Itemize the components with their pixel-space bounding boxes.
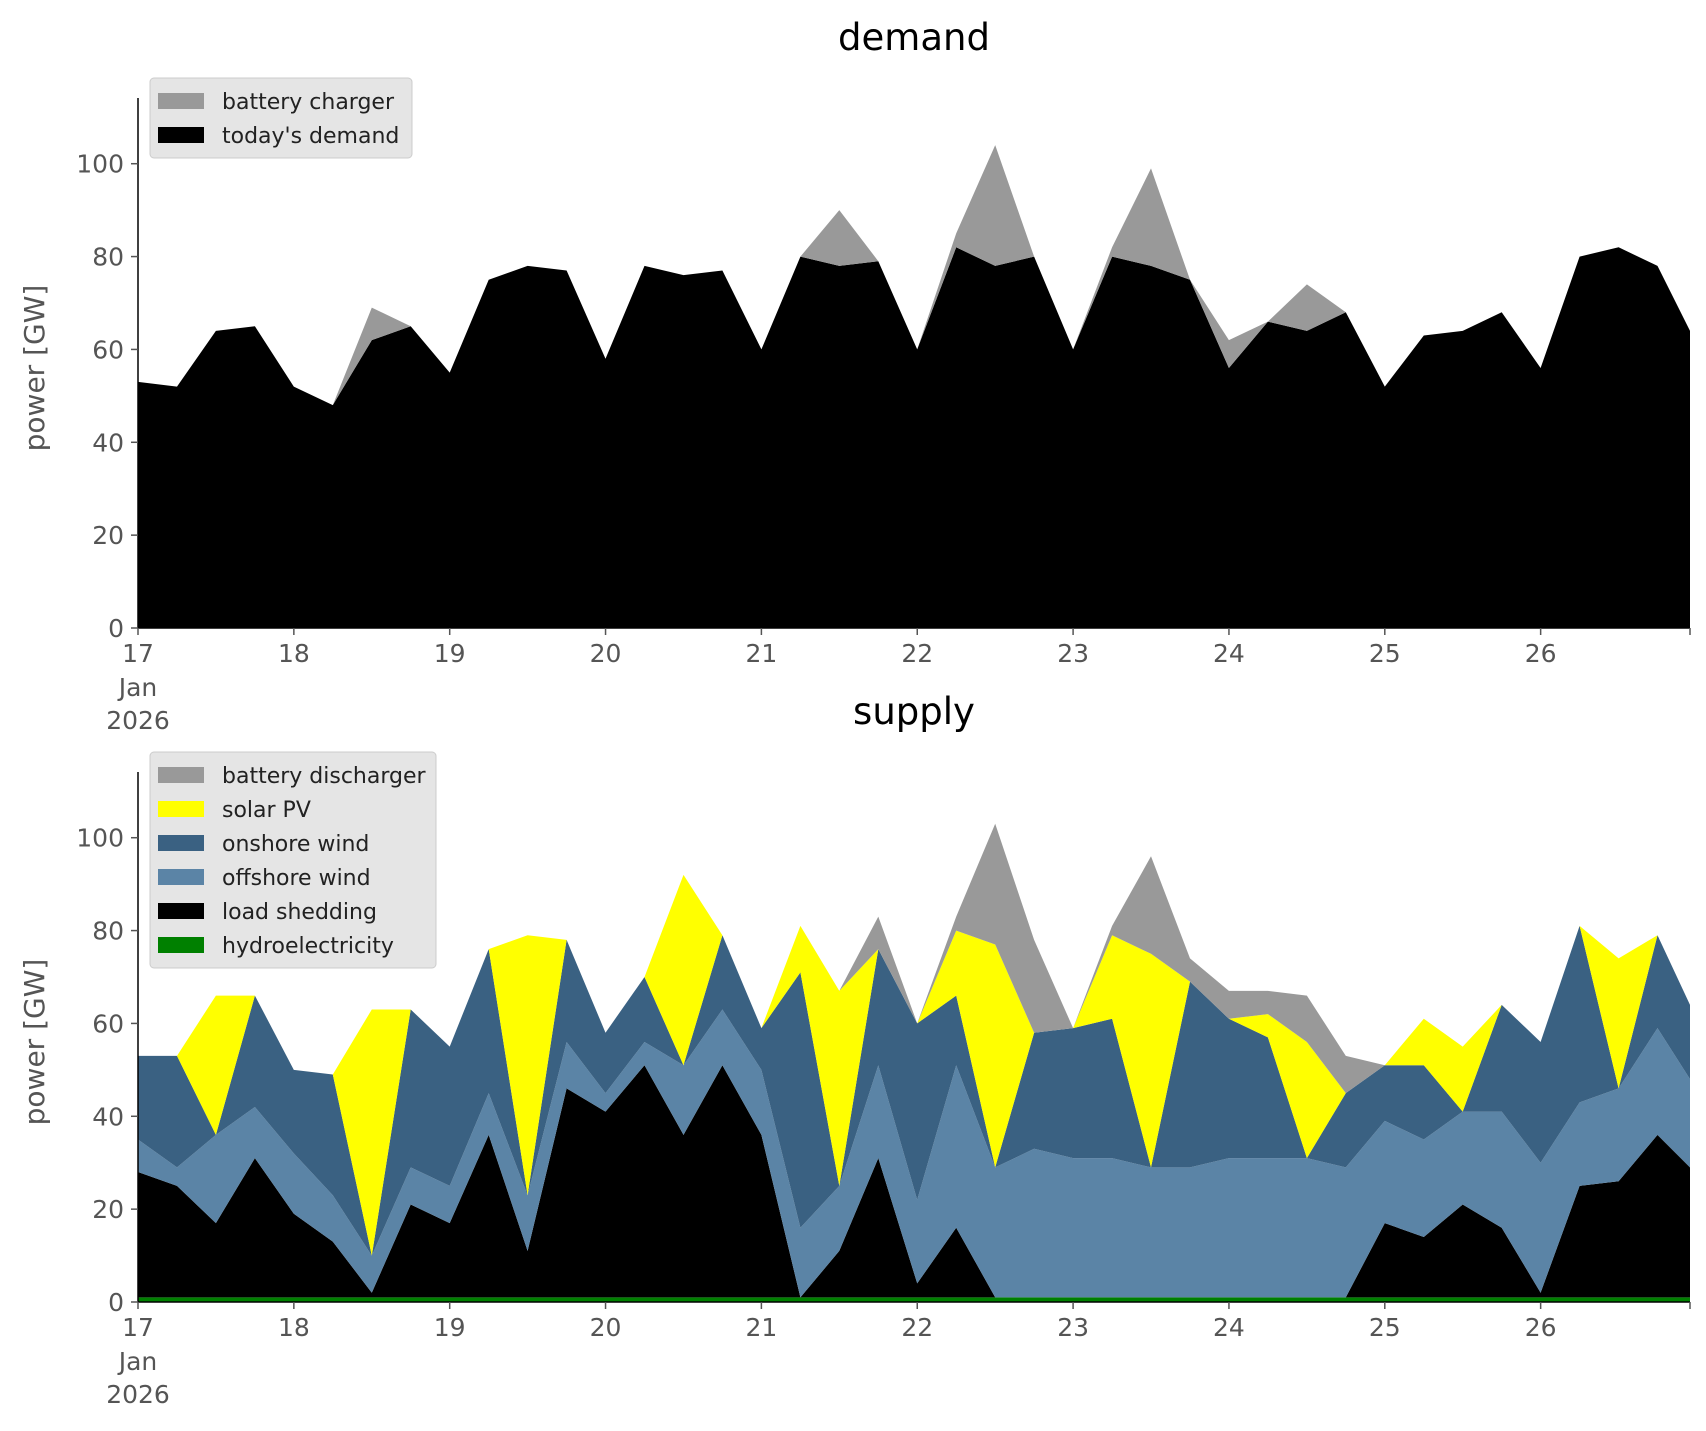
legend-swatch [158, 127, 204, 143]
x-tick-sublabel: Jan [117, 1347, 158, 1376]
y-tick-label: 40 [92, 428, 124, 457]
x-tick-label: 24 [1213, 639, 1245, 668]
series-area-solar-pv [138, 874, 1690, 1256]
series-area-load-shedding [138, 1065, 1690, 1298]
y-tick-label: 100 [76, 150, 124, 179]
x-tick-label: 17 [122, 1313, 154, 1342]
legend-swatch [158, 767, 204, 783]
x-tick-label: 26 [1525, 639, 1557, 668]
x-tick-label: 22 [901, 1313, 933, 1342]
legend-label: load shedding [222, 900, 377, 925]
legend: battery charger today's demand [149, 77, 413, 159]
legend-swatch [158, 801, 204, 817]
x-tick-label: 23 [1057, 639, 1089, 668]
legend-swatch [158, 835, 204, 851]
legend-label: solar PV [222, 798, 311, 823]
y-tick-label: 60 [92, 1009, 124, 1038]
chart-title: supply [853, 690, 975, 733]
legend-swatch [158, 937, 204, 953]
y-tick-label: 20 [92, 521, 124, 550]
y-tick-label: 0 [108, 1288, 124, 1317]
x-tick-label: 25 [1369, 639, 1401, 668]
y-tick-label: 100 [76, 824, 124, 853]
x-tick-label: 18 [278, 1313, 310, 1342]
legend-label: hydroelectricity [222, 934, 394, 959]
series-area-today-s-demand [138, 247, 1690, 629]
chart-title: demand [838, 16, 990, 59]
series-area-battery-discharger [138, 823, 1690, 1094]
legend-label: onshore wind [222, 832, 369, 857]
y-tick-label: 80 [92, 917, 124, 946]
x-tick-label: 22 [901, 639, 933, 668]
legend-swatch [158, 869, 204, 885]
x-tick-sublabel: Jan [117, 673, 158, 702]
x-tick-sublabel: 2026 [106, 706, 170, 735]
legend-swatch [158, 93, 204, 109]
y-tick-label: 80 [92, 243, 124, 272]
legend-swatch [158, 903, 204, 919]
x-tick-label: 17 [122, 639, 154, 668]
y-tick-label: 0 [108, 614, 124, 643]
x-tick-label: 20 [590, 639, 622, 668]
legend-label: today's demand [222, 124, 399, 149]
x-tick-label: 20 [590, 1313, 622, 1342]
x-tick-label: 24 [1213, 1313, 1245, 1342]
legend-frame [149, 751, 437, 969]
x-tick-label: 19 [434, 1313, 466, 1342]
legend-frame [149, 77, 413, 159]
series-areas [138, 823, 1690, 1302]
series-area-offshore-wind [138, 1009, 1690, 1298]
x-tick-label: 21 [745, 639, 777, 668]
legend: battery discharger solar PV onshore wind of… [149, 751, 437, 969]
y-tick-label: 20 [92, 1195, 124, 1224]
series-area-hydroelectricity [138, 1297, 1690, 1302]
series-area-onshore-wind [138, 925, 1690, 1256]
x-tick-label: 25 [1369, 1313, 1401, 1342]
legend-label: offshore wind [222, 866, 371, 891]
legend-label: battery charger [222, 90, 395, 115]
y-axis-label: power [GW] [18, 959, 51, 1126]
x-tick-label: 18 [278, 639, 310, 668]
y-tick-label: 60 [92, 335, 124, 364]
x-tick-label: 21 [745, 1313, 777, 1342]
x-tick-label: 19 [434, 639, 466, 668]
x-tick-sublabel: 2026 [106, 1380, 170, 1409]
y-tick-label: 40 [92, 1102, 124, 1131]
x-tick-label: 23 [1057, 1313, 1089, 1342]
x-tick-label: 26 [1525, 1313, 1557, 1342]
series-areas [138, 145, 1690, 629]
legend-label: battery discharger [222, 764, 427, 789]
y-axis-label: power [GW] [18, 285, 51, 452]
